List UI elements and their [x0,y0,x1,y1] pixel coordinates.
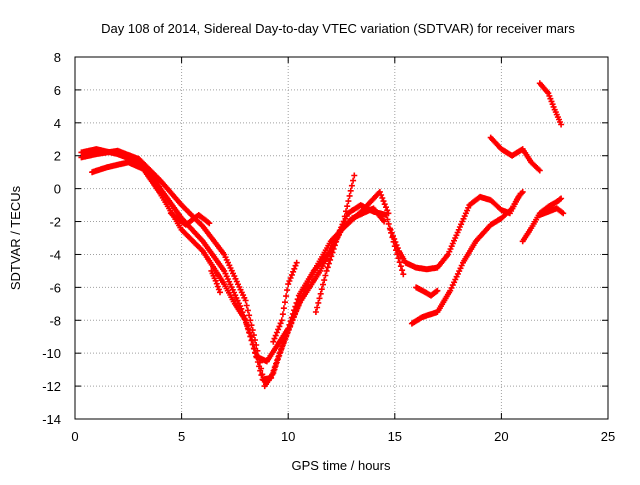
y-tick-label: -12 [42,379,61,394]
y-tick-label: -2 [49,215,61,230]
y-tick-label: -10 [42,346,61,361]
y-tick-label: 2 [54,149,61,164]
series-track-13 [520,196,564,245]
y-tick-label: -4 [49,247,61,262]
chart-title: Day 108 of 2014, Sidereal Day-to-day VTE… [101,21,575,36]
series-markers [520,196,564,245]
x-tick-label: 15 [388,429,402,444]
x-axis-label: GPS time / hours [292,458,391,473]
series-markers [78,146,387,382]
series-markers [488,135,543,174]
series-markers [537,80,564,127]
series-track-12 [537,80,564,127]
y-tick-label: 8 [54,50,61,65]
chart-canvas: Day 108 of 2014, Sidereal Day-to-day VTE… [0,0,640,480]
x-tick-label: 20 [494,429,508,444]
y-tick-label: 0 [54,182,61,197]
series-track-10 [413,284,440,298]
series-markers [388,189,526,272]
data-layer [78,80,566,389]
y-tick-label: -8 [49,313,61,328]
series-track-8 [388,189,526,272]
y-tick-label: 4 [54,116,61,131]
series-track-1 [78,146,387,382]
x-tick-label: 0 [71,429,78,444]
y-tick-label: 6 [54,83,61,98]
x-tick-label: 25 [601,429,615,444]
y-axis-label: SDTVAR / TECUs [8,185,23,290]
x-tick-label: 10 [281,429,295,444]
y-tick-label: -14 [42,412,61,427]
y-tick-label: -6 [49,280,61,295]
series-markers [413,284,440,298]
series-track-11 [488,135,543,174]
x-tick-label: 5 [178,429,185,444]
chart: Day 108 of 2014, Sidereal Day-to-day VTE… [0,0,640,480]
